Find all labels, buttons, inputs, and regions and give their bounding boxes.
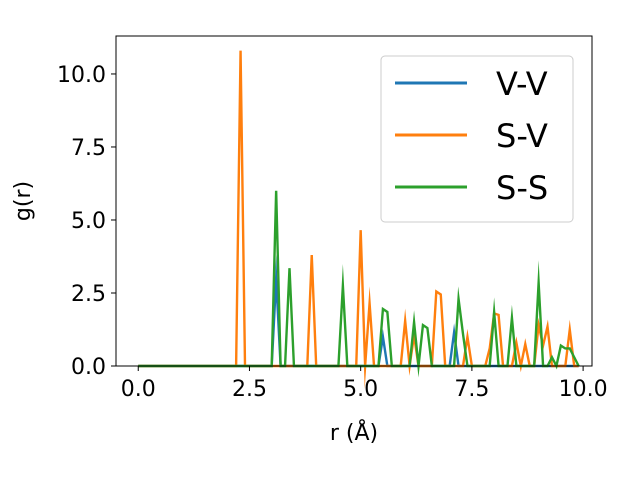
x-tick-label: 2.5 (232, 377, 267, 402)
legend-label-s-s: S-S (496, 169, 548, 207)
legend-label-v-v: V-V (496, 65, 548, 103)
legend-label-s-v: S-V (496, 117, 548, 155)
y-axis-label: g(r) (11, 181, 36, 221)
x-tick-label: 0.0 (121, 377, 156, 402)
x-axis: 0.0 2.5 5.0 7.5 10.0 (121, 366, 608, 402)
y-tick-label: 10.0 (57, 63, 106, 88)
axes-spines (115, 35, 593, 367)
legend-box (380, 55, 574, 223)
y-tick-label: 2.5 (71, 282, 106, 307)
y-tick-label: 0.0 (71, 355, 106, 380)
x-tick-label: 10.0 (559, 377, 608, 402)
y-tick-label: 7.5 (71, 136, 106, 161)
y-axis: 0.0 2.5 5.0 7.5 10.0 (57, 63, 116, 380)
y-tick-label: 5.0 (71, 209, 106, 234)
legend: V-V S-V S-S (380, 55, 574, 223)
x-axis-label: r (Å) (330, 419, 378, 446)
x-tick-label: 7.5 (454, 377, 489, 402)
x-tick-label: 5.0 (343, 377, 378, 402)
plot-border (115, 35, 593, 367)
